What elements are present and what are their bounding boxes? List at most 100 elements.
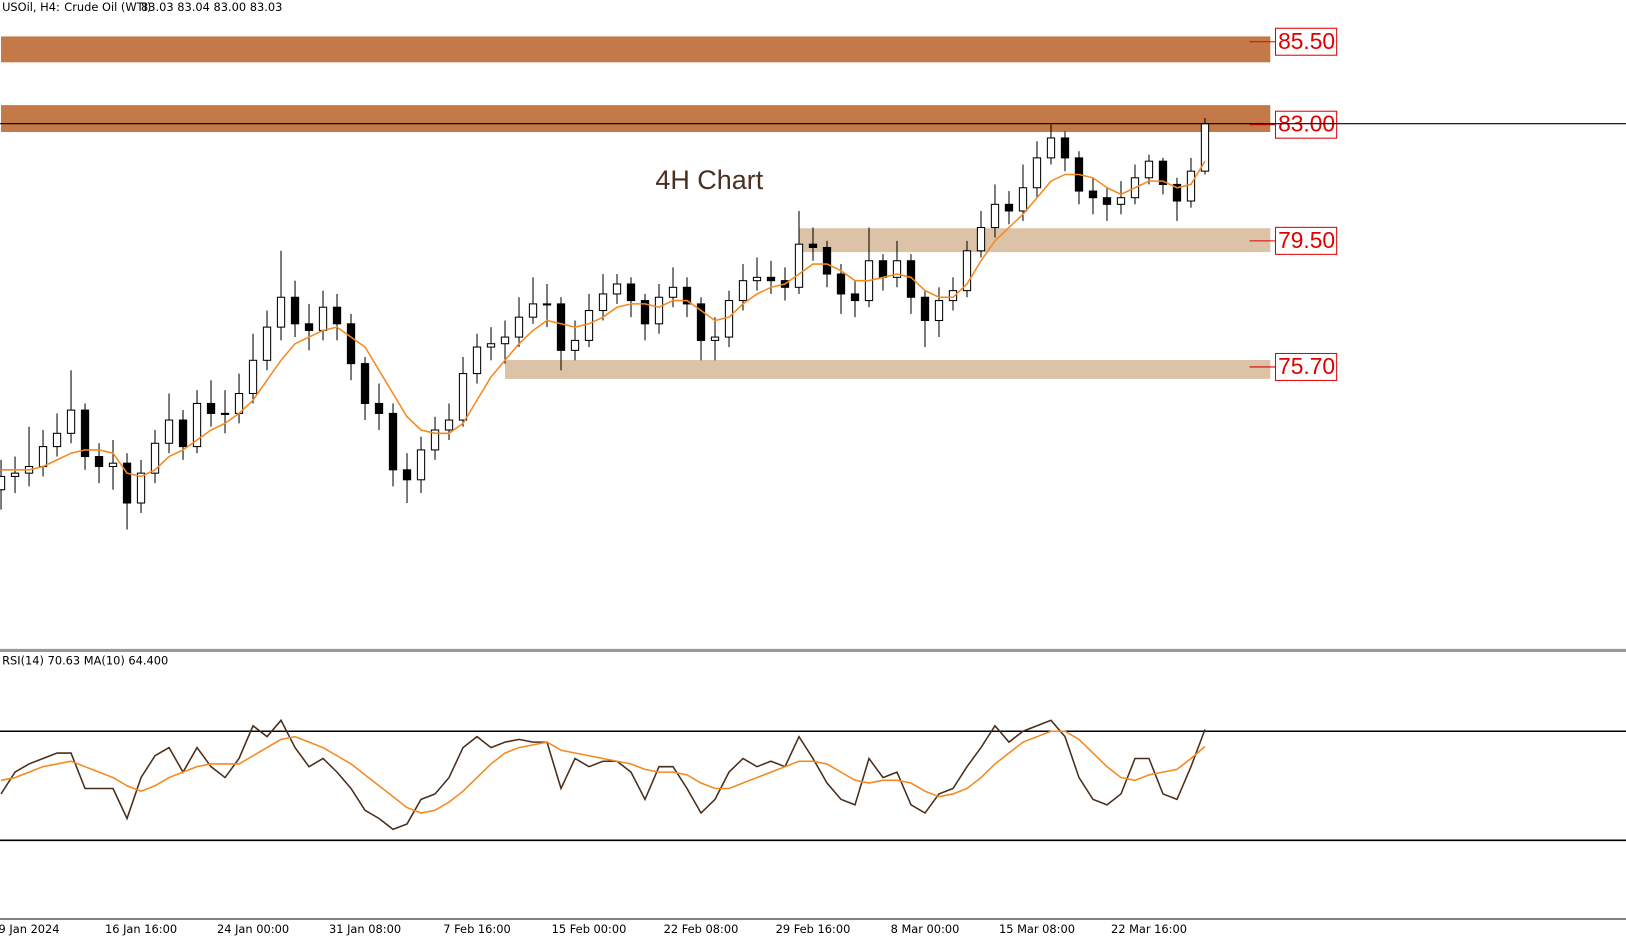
candle-body bbox=[514, 316, 524, 338]
candle-body bbox=[668, 286, 678, 298]
candle-body bbox=[808, 243, 818, 248]
candle-body bbox=[360, 363, 370, 404]
candle-body bbox=[52, 432, 62, 448]
candle-body bbox=[108, 462, 118, 468]
candle-body bbox=[402, 469, 412, 481]
x-tick-label: 22 Feb 08:00 bbox=[664, 922, 739, 936]
candle-body bbox=[150, 442, 160, 474]
level-label: 85.50 bbox=[1278, 28, 1335, 54]
candle-body bbox=[66, 409, 76, 434]
symbol: USOil, H4: bbox=[2, 0, 60, 14]
candle-body bbox=[962, 250, 972, 292]
x-tick-label: 22 Mar 16:00 bbox=[1111, 922, 1187, 936]
candle-body bbox=[640, 300, 650, 325]
candle-body bbox=[472, 346, 482, 375]
candle-body bbox=[612, 283, 622, 295]
candle-body bbox=[80, 409, 90, 458]
x-tick-label: 8 Mar 00:00 bbox=[891, 922, 960, 936]
x-tick-label: 15 Feb 00:00 bbox=[552, 922, 627, 936]
candle-body bbox=[1060, 137, 1070, 159]
level-label-box bbox=[1274, 226, 1338, 255]
candle-body bbox=[10, 472, 20, 477]
candle-body bbox=[262, 326, 272, 361]
zone bbox=[505, 359, 1271, 379]
candle-body bbox=[1088, 190, 1098, 199]
candle-body bbox=[976, 227, 986, 252]
annotation: 4H Chart bbox=[655, 165, 763, 195]
candle-body bbox=[556, 303, 566, 351]
candle-body bbox=[934, 300, 944, 322]
candle-body bbox=[1144, 160, 1154, 179]
x-tick-label: 29 Feb 16:00 bbox=[776, 922, 851, 936]
candle-body bbox=[1172, 183, 1182, 202]
candle-body bbox=[220, 412, 230, 415]
candle-body bbox=[136, 472, 146, 504]
rsi-ma-line bbox=[0, 730, 1206, 814]
candle-body bbox=[542, 303, 552, 306]
candle-body bbox=[1116, 197, 1126, 205]
x-tick-label: 24 Jan 00:00 bbox=[217, 922, 289, 936]
instrument-name: Crude Oil (WTI) bbox=[64, 0, 151, 14]
moving-average bbox=[1, 160, 1206, 478]
candle-body bbox=[836, 273, 846, 295]
rsi-line bbox=[0, 718, 1206, 831]
candle-body bbox=[766, 276, 776, 282]
candle-body bbox=[752, 276, 762, 282]
candle-body bbox=[682, 286, 692, 305]
x-tick-label: 31 Jan 08:00 bbox=[329, 922, 401, 936]
candle-body bbox=[822, 246, 832, 275]
candle-body bbox=[346, 323, 356, 365]
candle-body bbox=[0, 475, 6, 491]
candle-body bbox=[710, 336, 720, 341]
x-tick-label: 16 Jan 16:00 bbox=[105, 922, 177, 936]
candle-body bbox=[1046, 137, 1056, 159]
candle-body bbox=[416, 449, 426, 481]
candle-body bbox=[430, 429, 440, 451]
candle-body bbox=[1018, 187, 1028, 212]
candle-body bbox=[906, 260, 916, 298]
candle-body bbox=[500, 336, 510, 345]
candle-body bbox=[696, 303, 706, 341]
candle-body bbox=[486, 343, 496, 348]
candle-body bbox=[892, 260, 902, 278]
candle-body bbox=[290, 296, 300, 325]
candle-body bbox=[122, 462, 132, 504]
ohlc: 83.03 83.04 83.00 83.03 bbox=[141, 0, 282, 14]
zone bbox=[1, 36, 1271, 63]
candle-body bbox=[318, 306, 328, 331]
candle-body bbox=[374, 402, 384, 414]
x-tick-label: 7 Feb 16:00 bbox=[443, 922, 510, 936]
candle-body bbox=[1186, 170, 1196, 202]
candle-body bbox=[584, 310, 594, 341]
candle-body bbox=[332, 306, 342, 325]
candle-body bbox=[1004, 203, 1014, 212]
candle-body bbox=[570, 339, 580, 351]
candle-body bbox=[192, 402, 202, 448]
rsi-header: RSI(14) 70.63 MA(10) 64.400 bbox=[2, 653, 168, 667]
candle-body bbox=[388, 412, 398, 471]
zone bbox=[799, 228, 1271, 253]
candle-body bbox=[626, 283, 636, 302]
level-label: 75.70 bbox=[1278, 353, 1335, 379]
candle-body bbox=[458, 373, 468, 421]
candle-body bbox=[878, 260, 888, 278]
candle-body bbox=[598, 293, 608, 312]
candle-body bbox=[920, 296, 930, 322]
candle-body bbox=[794, 243, 804, 288]
candle-body bbox=[1102, 197, 1112, 205]
level-label: 79.50 bbox=[1278, 227, 1335, 253]
candle-body bbox=[164, 419, 174, 444]
candle-body bbox=[990, 203, 1000, 229]
candle-body bbox=[248, 359, 258, 395]
level-label-box bbox=[1274, 27, 1338, 56]
candle-body bbox=[178, 419, 188, 448]
candle-body bbox=[206, 402, 216, 414]
level-label-box bbox=[1274, 110, 1338, 139]
candle-body bbox=[94, 456, 104, 468]
candle-body bbox=[654, 296, 664, 325]
zone bbox=[1, 105, 1271, 132]
candle-body bbox=[304, 323, 314, 331]
candle-body bbox=[38, 446, 48, 468]
